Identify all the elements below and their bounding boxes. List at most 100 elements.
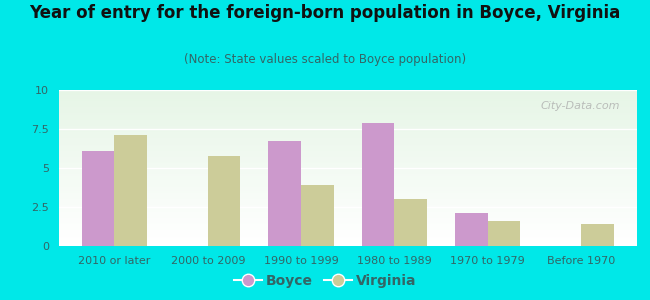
Bar — [58, 221, 637, 223]
Bar — [58, 227, 637, 229]
Bar — [58, 169, 637, 171]
Bar — [58, 112, 637, 113]
Bar — [58, 93, 637, 95]
Bar — [58, 121, 637, 123]
Bar — [58, 128, 637, 129]
Bar — [58, 103, 637, 104]
Bar — [58, 216, 637, 218]
Bar — [58, 174, 637, 176]
Bar — [58, 207, 637, 208]
Bar — [58, 90, 637, 92]
Bar — [58, 140, 637, 142]
Bar — [488, 221, 521, 246]
Bar — [58, 187, 637, 188]
Text: Year of entry for the foreign-born population in Boyce, Virginia: Year of entry for the foreign-born popul… — [29, 4, 621, 22]
Bar — [82, 151, 114, 246]
Bar — [58, 226, 637, 227]
Bar — [58, 191, 637, 193]
Bar — [58, 143, 637, 145]
Bar — [58, 223, 637, 224]
Bar — [58, 106, 637, 107]
Bar — [58, 201, 637, 202]
Bar — [58, 194, 637, 196]
Bar — [58, 168, 637, 170]
Bar — [58, 120, 637, 121]
Bar — [58, 190, 637, 191]
Bar — [58, 92, 637, 93]
Bar — [58, 193, 637, 194]
Bar — [58, 123, 637, 124]
Bar — [58, 240, 637, 241]
Bar — [58, 107, 637, 109]
Bar — [58, 95, 637, 96]
Bar — [58, 145, 637, 146]
Bar — [58, 238, 637, 240]
Bar — [58, 110, 637, 112]
Bar — [58, 177, 637, 179]
Bar — [58, 109, 637, 110]
Bar — [114, 135, 147, 246]
Bar — [58, 118, 637, 120]
Bar — [58, 199, 637, 201]
Bar — [58, 165, 637, 166]
Bar — [58, 98, 637, 99]
Bar — [58, 185, 637, 187]
Bar — [58, 130, 637, 132]
Bar — [58, 215, 637, 216]
Bar — [58, 146, 637, 148]
Bar — [58, 99, 637, 101]
Bar — [58, 224, 637, 226]
Bar — [268, 142, 301, 246]
Bar — [58, 163, 637, 165]
Bar — [58, 184, 637, 185]
Bar — [58, 179, 637, 181]
Bar — [58, 132, 637, 134]
Bar — [58, 124, 637, 126]
Bar — [58, 129, 637, 130]
Bar — [208, 155, 240, 246]
Bar — [58, 230, 637, 232]
Bar — [58, 210, 637, 212]
Bar — [58, 162, 637, 163]
Bar — [58, 115, 637, 116]
Bar — [58, 126, 637, 128]
Bar — [58, 208, 637, 210]
Bar — [58, 202, 637, 204]
Bar — [58, 138, 637, 140]
Bar — [58, 206, 637, 207]
Bar — [58, 176, 637, 177]
Bar — [58, 104, 637, 106]
Bar — [395, 199, 427, 246]
Bar — [58, 232, 637, 233]
Bar — [58, 171, 637, 173]
Bar — [58, 151, 637, 152]
Legend: Boyce, Virginia: Boyce, Virginia — [228, 268, 422, 293]
Bar — [58, 198, 637, 199]
Bar — [58, 159, 637, 160]
Bar — [58, 182, 637, 184]
Bar — [58, 134, 637, 135]
Text: (Note: State values scaled to Boyce population): (Note: State values scaled to Boyce popu… — [184, 52, 466, 65]
Bar — [58, 243, 637, 244]
Bar — [58, 218, 637, 220]
Bar — [58, 149, 637, 151]
Bar — [58, 241, 637, 243]
Bar — [58, 233, 637, 235]
Bar — [58, 116, 637, 118]
Bar — [58, 213, 637, 215]
Bar — [58, 148, 637, 149]
Bar — [58, 142, 637, 143]
Bar — [58, 212, 637, 213]
Bar — [58, 237, 637, 238]
Bar — [58, 196, 637, 198]
Bar — [58, 204, 637, 206]
Bar — [58, 137, 637, 138]
Bar — [58, 96, 637, 98]
Bar — [58, 135, 637, 137]
Bar — [362, 123, 395, 246]
Bar — [58, 181, 637, 182]
Bar — [58, 173, 637, 174]
Text: City-Data.com: City-Data.com — [540, 101, 619, 111]
Bar — [58, 113, 637, 115]
Bar — [58, 235, 637, 237]
